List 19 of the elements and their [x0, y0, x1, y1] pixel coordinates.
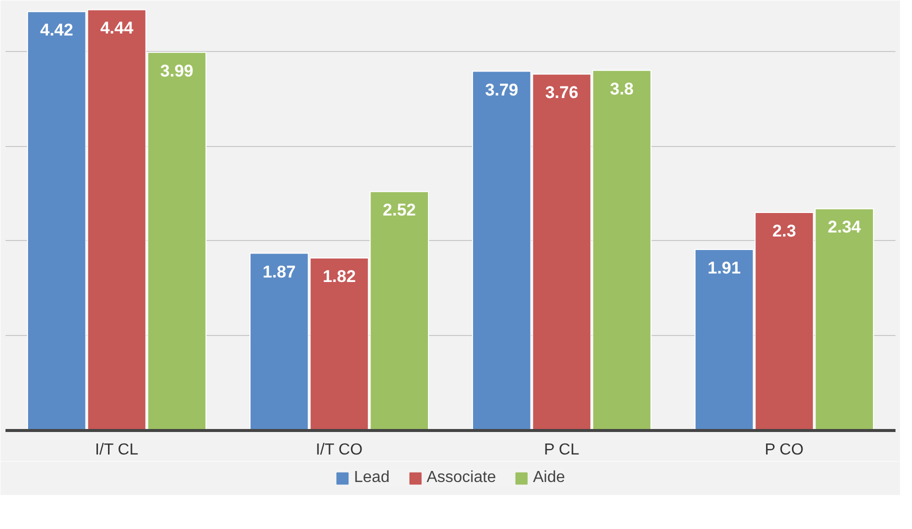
legend-label: Aide — [532, 469, 565, 487]
x-tick-label: I/T CL — [94, 442, 138, 458]
data-label: 3.79 — [485, 80, 518, 100]
data-label: 3.99 — [160, 61, 194, 80]
data-label: 1.82 — [322, 267, 356, 286]
data-label: 3.76 — [545, 83, 578, 102]
x-tick-label: P CL — [544, 442, 580, 458]
legend-label: Lead — [354, 469, 390, 487]
data-label: 2.34 — [828, 218, 862, 237]
x-tick-label: I/T CO — [316, 442, 363, 458]
data-label: 4.42 — [40, 20, 74, 40]
data-label: 1.91 — [708, 258, 741, 278]
data-label: 2.52 — [382, 200, 416, 220]
data-label: 1.87 — [262, 262, 296, 282]
legend-label: Associate — [426, 469, 496, 487]
data-label: 4.44 — [100, 18, 134, 38]
x-tick-label: P CO — [764, 442, 804, 458]
data-label: 3.8 — [610, 79, 634, 98]
data-label: 2.3 — [772, 222, 796, 241]
